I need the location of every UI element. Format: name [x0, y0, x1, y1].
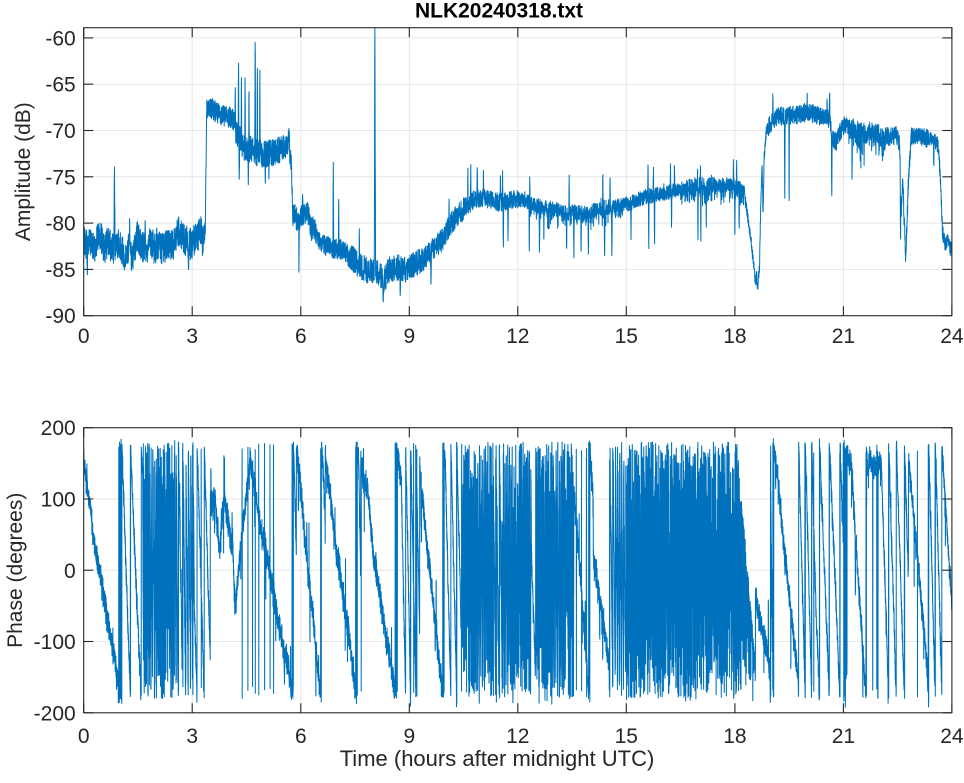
svg-text:-75: -75 [45, 166, 75, 189]
svg-text:24: 24 [940, 725, 964, 748]
svg-text:9: 9 [403, 325, 415, 348]
svg-text:-200: -200 [34, 702, 76, 725]
svg-text:0: 0 [78, 725, 90, 748]
svg-text:-65: -65 [45, 74, 75, 97]
svg-text:21: 21 [832, 725, 855, 748]
svg-text:0: 0 [78, 325, 90, 348]
svg-text:-80: -80 [45, 213, 75, 236]
svg-text:24: 24 [940, 325, 964, 348]
svg-text:Time (hours after midnight UTC: Time (hours after midnight UTC) [340, 746, 655, 771]
svg-text:Phase (degrees): Phase (degrees) [4, 493, 27, 648]
svg-text:15: 15 [615, 725, 638, 748]
svg-text:-90: -90 [45, 305, 75, 328]
svg-text:NLK20240318.txt: NLK20240318.txt [415, 0, 583, 23]
svg-text:12: 12 [506, 725, 529, 748]
svg-text:18: 18 [723, 725, 746, 748]
svg-text:200: 200 [41, 417, 76, 440]
svg-text:3: 3 [186, 325, 198, 348]
svg-text:9: 9 [403, 725, 415, 748]
svg-text:-100: -100 [34, 631, 76, 654]
svg-text:6: 6 [295, 325, 307, 348]
svg-text:3: 3 [186, 725, 198, 748]
svg-text:-85: -85 [45, 259, 75, 282]
svg-text:Amplitude (dB): Amplitude (dB) [12, 102, 35, 241]
svg-text:21: 21 [832, 325, 855, 348]
svg-text:12: 12 [506, 325, 529, 348]
svg-text:-70: -70 [45, 120, 75, 143]
svg-text:6: 6 [295, 725, 307, 748]
svg-text:15: 15 [615, 325, 638, 348]
svg-text:-60: -60 [45, 27, 75, 50]
svg-text:0: 0 [64, 560, 76, 583]
svg-text:18: 18 [723, 325, 746, 348]
svg-text:100: 100 [41, 489, 76, 512]
